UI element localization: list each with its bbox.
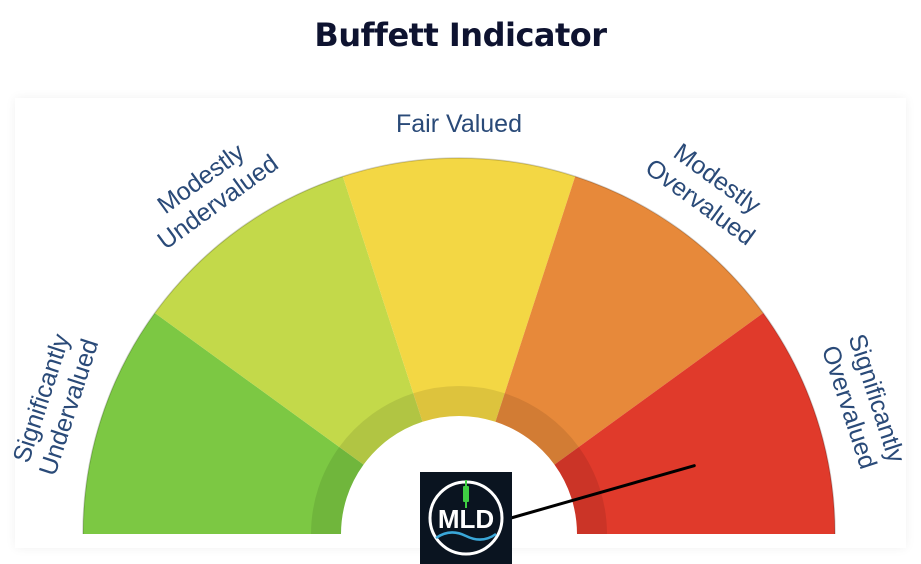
logo-text: MLD	[438, 504, 494, 534]
zone-label: SignificantlyUndervalued	[6, 327, 104, 479]
zone-label: Fair Valued	[396, 110, 522, 138]
gauge-zone-significantly-overvalued	[554, 312, 835, 534]
gauge-zone-fair-valued	[342, 157, 576, 422]
gauge-zone-inner-shade	[495, 393, 579, 465]
gauge-zone-inner-shade	[554, 447, 607, 534]
logo-wave	[435, 531, 497, 541]
chart-title: Buffett Indicator	[314, 16, 607, 54]
gauge-zone-modestly-overvalued	[495, 176, 764, 465]
zone-label-line: Fair Valued	[396, 110, 522, 138]
gauge-needle	[509, 464, 696, 520]
gauge-zone-inner-shade	[339, 393, 423, 465]
gauge-outline	[82, 157, 836, 535]
gauge-zone-significantly-undervalued	[83, 312, 364, 534]
gauge-zone-inner-shade	[311, 447, 364, 534]
zone-label: SignificantlyOvervalued	[815, 331, 911, 476]
mld-logo: MLD	[420, 472, 512, 564]
gauge-zone-inner-shade	[413, 386, 505, 422]
gauge-zone-modestly-undervalued	[154, 176, 423, 465]
